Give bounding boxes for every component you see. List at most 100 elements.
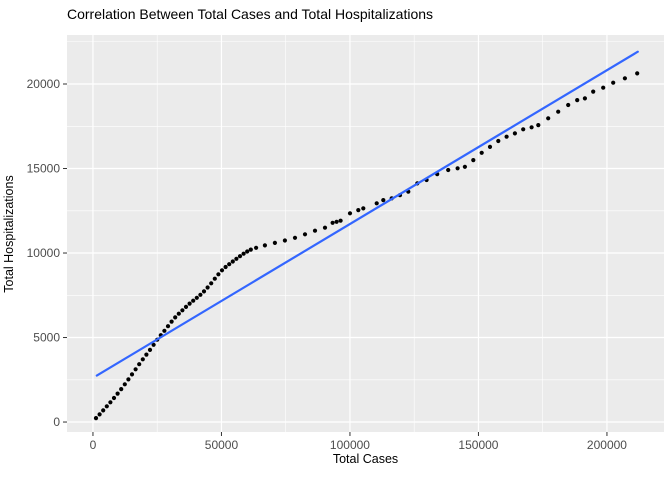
data-point bbox=[512, 131, 518, 136]
minor-gridlines bbox=[67, 35, 664, 432]
data-point bbox=[521, 127, 526, 132]
data-point bbox=[173, 315, 178, 320]
y-tick-label: 0 bbox=[53, 415, 60, 429]
data-point bbox=[575, 98, 580, 103]
data-point bbox=[201, 289, 207, 294]
data-point bbox=[254, 245, 259, 250]
data-point bbox=[165, 324, 171, 329]
data-point bbox=[169, 319, 174, 324]
data-point bbox=[381, 198, 386, 203]
major-gridlines bbox=[67, 35, 664, 432]
data-point bbox=[223, 264, 228, 270]
tick-marks bbox=[63, 83, 608, 436]
data-point bbox=[622, 76, 628, 81]
data-point bbox=[119, 387, 124, 392]
data-point bbox=[187, 301, 192, 306]
data-point bbox=[601, 85, 606, 90]
data-point bbox=[455, 166, 460, 171]
data-point bbox=[133, 367, 138, 372]
data-point bbox=[262, 243, 267, 248]
data-point bbox=[282, 238, 287, 243]
x-tick-label: 200000 bbox=[587, 438, 627, 452]
data-point bbox=[129, 372, 135, 377]
data-point bbox=[144, 352, 149, 357]
data-point bbox=[471, 158, 476, 163]
data-point bbox=[312, 228, 318, 233]
data-point bbox=[374, 201, 379, 206]
data-point bbox=[446, 167, 451, 173]
data-point bbox=[147, 347, 153, 352]
data-point bbox=[330, 220, 335, 225]
data-point bbox=[347, 211, 353, 216]
data-point bbox=[487, 144, 493, 149]
data-point bbox=[162, 328, 167, 333]
data-point bbox=[104, 404, 109, 409]
x-tick-label: 0 bbox=[90, 438, 97, 452]
data-point bbox=[191, 298, 196, 303]
data-point bbox=[115, 391, 120, 396]
y-tick-label: 10000 bbox=[27, 246, 61, 260]
y-tick-label: 20000 bbox=[27, 77, 61, 91]
data-point bbox=[338, 218, 343, 223]
data-point bbox=[216, 272, 221, 277]
data-point bbox=[504, 134, 509, 139]
data-point bbox=[122, 382, 127, 387]
data-point bbox=[556, 109, 561, 114]
data-point bbox=[361, 206, 366, 211]
data-point bbox=[234, 256, 239, 261]
data-point bbox=[219, 268, 225, 273]
data-point bbox=[292, 235, 298, 240]
data-point bbox=[334, 219, 339, 224]
panel-background bbox=[67, 35, 664, 432]
tick-labels: 0 50000 100000 150000 200000 0 5000 10000 15000 2… bbox=[27, 77, 628, 452]
data-point bbox=[227, 262, 232, 267]
data-point bbox=[322, 225, 328, 230]
data-point bbox=[582, 96, 588, 101]
data-point bbox=[140, 357, 145, 362]
data-point bbox=[245, 249, 250, 254]
data-point bbox=[496, 138, 501, 144]
data-point bbox=[566, 102, 571, 108]
data-point bbox=[194, 295, 199, 300]
data-point bbox=[462, 164, 467, 169]
data-point bbox=[176, 311, 181, 316]
data-point bbox=[97, 412, 102, 417]
data-point bbox=[248, 247, 253, 252]
x-tick-label: 50000 bbox=[205, 438, 239, 452]
data-point bbox=[479, 150, 484, 155]
data-point bbox=[536, 123, 541, 128]
data-point bbox=[108, 400, 113, 405]
data-point bbox=[180, 308, 185, 313]
data-point bbox=[183, 304, 189, 309]
data-point bbox=[272, 240, 277, 245]
y-axis-title: Total Hospitalizations bbox=[2, 175, 16, 293]
y-tick-label: 15000 bbox=[27, 162, 61, 176]
x-tick-label: 100000 bbox=[330, 438, 370, 452]
data-point bbox=[212, 276, 217, 281]
data-point bbox=[137, 362, 142, 367]
data-point bbox=[111, 395, 117, 401]
data-point bbox=[126, 377, 131, 382]
x-axis-title: Total Cases bbox=[332, 452, 399, 466]
data-point bbox=[205, 285, 210, 290]
data-point bbox=[241, 251, 246, 256]
data-point bbox=[611, 80, 616, 85]
data-point bbox=[546, 116, 551, 121]
data-point bbox=[198, 292, 203, 297]
data-point bbox=[101, 408, 106, 413]
chart-title: Correlation Between Total Cases and Tota… bbox=[67, 6, 434, 22]
x-tick-label: 150000 bbox=[458, 438, 498, 452]
data-point bbox=[356, 208, 361, 213]
y-tick-label: 5000 bbox=[33, 331, 60, 345]
data-point bbox=[591, 89, 596, 94]
data-point bbox=[302, 232, 308, 237]
data-point bbox=[93, 416, 99, 421]
trend-line bbox=[95, 50, 639, 377]
data-point bbox=[151, 342, 156, 347]
data-point bbox=[529, 125, 534, 130]
data-point bbox=[237, 254, 243, 259]
data-point bbox=[209, 281, 214, 286]
data-point bbox=[635, 71, 640, 76]
